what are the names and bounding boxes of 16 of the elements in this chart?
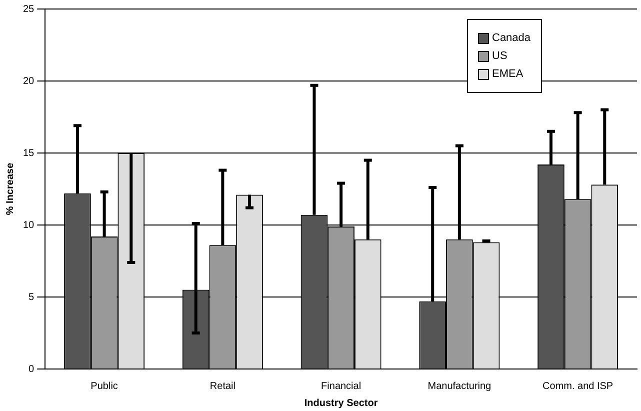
x-tick-label: Retail: [210, 380, 236, 392]
legend-label: EMEA: [492, 68, 524, 80]
legend-label: Canada: [492, 32, 531, 44]
y-tick-label: 0: [28, 364, 35, 375]
legend-label: US: [492, 50, 508, 62]
y-tick-label: 10: [23, 220, 35, 231]
x-tick-label: Financial: [321, 380, 362, 392]
x-tick-label: Manufacturing: [428, 380, 492, 392]
y-tick-label: 25: [23, 4, 35, 15]
x-tick-label: Public: [90, 380, 118, 392]
y-tick-label: 5: [28, 292, 35, 303]
y-tick-label: 15: [23, 148, 35, 159]
y-axis-title: % Increase: [4, 162, 16, 216]
x-axis-title: Industry Sector: [304, 398, 378, 409]
x-tick-label: Comm. and ISP: [542, 380, 614, 392]
y-tick-label: 20: [23, 76, 35, 87]
